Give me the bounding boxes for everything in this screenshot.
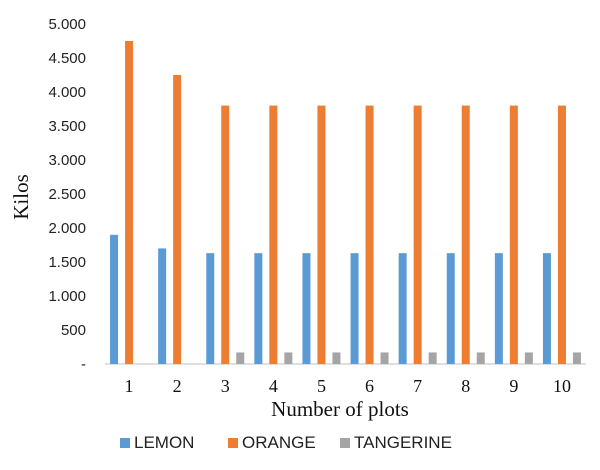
x-tick-label: 6 xyxy=(365,376,374,396)
x-tick-label: 1 xyxy=(125,376,134,396)
legend-label-lemon: LEMON xyxy=(134,433,194,452)
bar-lemon-5 xyxy=(302,253,311,364)
y-tick-label: 4.500 xyxy=(48,50,86,67)
legend-swatch-tangerine xyxy=(340,438,350,448)
y-tick-label: 4.000 xyxy=(48,84,86,101)
bar-tangerine-3 xyxy=(236,352,245,364)
bar-lemon-2 xyxy=(158,248,167,364)
bar-orange-5 xyxy=(317,105,326,364)
bar-orange-3 xyxy=(221,105,230,364)
legend-swatch-orange xyxy=(228,438,238,448)
y-tick-label: 3.000 xyxy=(48,152,86,169)
bar-lemon-8 xyxy=(446,253,455,364)
bar-lemon-6 xyxy=(350,253,359,364)
bar-tangerine-7 xyxy=(428,352,437,364)
bar-tangerine-4 xyxy=(284,352,293,364)
bar-orange-1 xyxy=(125,41,134,364)
bar-tangerine-5 xyxy=(332,352,341,364)
legend-label-tangerine: TANGERINE xyxy=(354,433,452,452)
bars xyxy=(110,41,581,364)
y-tick-label: - xyxy=(81,356,86,373)
bar-lemon-7 xyxy=(398,253,407,364)
bar-tangerine-6 xyxy=(380,352,389,364)
x-tick-label: 3 xyxy=(221,376,230,396)
bar-tangerine-10 xyxy=(572,352,581,364)
legend-label-orange: ORANGE xyxy=(242,433,316,452)
bar-lemon-3 xyxy=(206,253,215,364)
bar-orange-10 xyxy=(557,105,566,364)
bar-orange-6 xyxy=(365,105,374,364)
x-tick-label: 7 xyxy=(413,376,422,396)
bar-lemon-10 xyxy=(542,253,551,364)
y-axis-title: Kilos xyxy=(9,174,33,220)
y-tick-label: 5.000 xyxy=(48,16,86,33)
y-axis: - 500 1.000 1.500 2.000 2.500 3.000 3.500 4.000 4… xyxy=(48,16,86,373)
x-axis: 1 2 3 4 5 6 7 8 9 10 xyxy=(125,376,571,396)
x-tick-label: 10 xyxy=(553,376,571,396)
bar-tangerine-9 xyxy=(524,352,533,364)
y-tick-label: 3.500 xyxy=(48,118,86,135)
bar-orange-7 xyxy=(413,105,422,364)
y-tick-label: 2.000 xyxy=(48,220,86,237)
bar-lemon-4 xyxy=(254,253,263,364)
x-tick-label: 4 xyxy=(269,376,278,396)
x-tick-label: 2 xyxy=(173,376,182,396)
bar-lemon-1 xyxy=(110,234,119,364)
x-tick-label: 8 xyxy=(461,376,470,396)
bar-orange-2 xyxy=(173,75,182,364)
x-tick-label: 5 xyxy=(317,376,326,396)
bar-lemon-9 xyxy=(494,253,503,364)
bar-orange-8 xyxy=(461,105,470,364)
x-axis-title: Number of plots xyxy=(271,397,409,421)
y-tick-label: 500 xyxy=(61,322,86,339)
y-tick-label: 1.500 xyxy=(48,254,86,271)
legend-swatch-lemon xyxy=(120,438,130,448)
bar-orange-4 xyxy=(269,105,278,364)
y-tick-label: 1.000 xyxy=(48,288,86,305)
legend: LEMON ORANGE TANGERINE xyxy=(120,433,452,452)
bar-orange-9 xyxy=(509,105,518,364)
bar-tangerine-8 xyxy=(476,352,485,364)
y-tick-label: 2.500 xyxy=(48,186,86,203)
x-tick-label: 9 xyxy=(509,376,518,396)
